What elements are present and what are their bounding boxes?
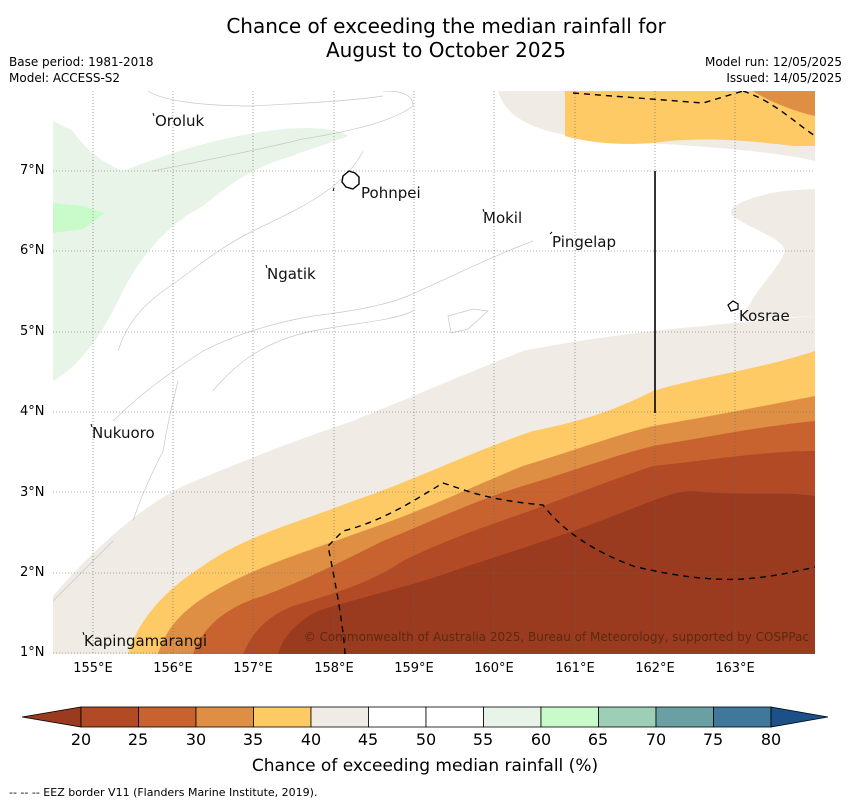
lon-label-156e: 156°E [153, 661, 193, 676]
colorbar-segment [138, 706, 197, 728]
title-line-1: Chance of exceeding the median rainfall … [226, 14, 666, 38]
nukuoro-atoll [90, 423, 93, 428]
colorbar-tick: 50 [415, 730, 437, 749]
band-55-60 [53, 121, 348, 381]
colorbar-segment [425, 706, 484, 728]
colorbar-tick: 75 [702, 730, 724, 749]
colorbar-tick: 45 [357, 730, 379, 749]
lon-label-162e: 162°E [635, 661, 675, 676]
lat-label-3n: 3°N [20, 485, 45, 500]
colorbar-tick: 70 [645, 730, 667, 749]
colorbar-tick: 80 [760, 730, 782, 749]
lon-label-158e: 158°E [314, 661, 354, 676]
label-pingelap: Pingelap [552, 233, 616, 251]
lat-label-2n: 2°N [20, 565, 45, 580]
label-oroluk: Oroluk [155, 112, 204, 130]
colorbar-segment [598, 706, 657, 728]
colorbar-segment [195, 706, 254, 728]
colorbar-label: Chance of exceeding median rainfall (%) [251, 756, 599, 776]
kapingamarangi-atoll [82, 631, 85, 636]
chart-title: Chance of exceeding the median rainfall … [0, 14, 850, 62]
copyright-notice: © Commonwealth of Australia 2025, Bureau… [303, 630, 809, 644]
lat-label-7n: 7°N [20, 163, 45, 178]
lon-label-161e: 161°E [555, 661, 595, 676]
pingelap-atoll [549, 231, 553, 235]
colorbar-segment [368, 706, 427, 728]
colorbar-segment [483, 706, 542, 728]
colorbar-segment [310, 706, 369, 728]
label-pohnpei: Pohnpei [361, 184, 421, 202]
label-kosrae: Kosrae [739, 307, 790, 325]
colorbar-segment [253, 706, 312, 728]
eez-border [327, 91, 815, 654]
band-30-35-ne [753, 91, 815, 116]
contour-lines [53, 91, 534, 602]
title-line-2: August to October 2025 [325, 38, 567, 62]
colorbar-tick: 60 [530, 730, 552, 749]
colorbar [22, 706, 828, 728]
model-run: Model run: 12/05/2025 [704, 55, 842, 69]
issued-date: Issued: 14/05/2025 [726, 71, 842, 85]
model-name: Model: ACCESS-S2 [9, 71, 121, 85]
map-panel: Oroluk Pohnpei Mokil Pingelap Ngatik Kos… [53, 91, 815, 654]
colorbar-tick: 25 [127, 730, 149, 749]
colorbar-segment [540, 706, 599, 728]
lat-label-1n: 1°N [20, 645, 45, 660]
pohnpei-island [341, 170, 360, 190]
colorbar-segment [655, 706, 714, 728]
base-period: Base period: 1981-2018 [9, 55, 154, 69]
lat-label-6n: 6°N [20, 243, 45, 258]
lat-label-5n: 5°N [20, 324, 45, 339]
band-below-20 [278, 491, 815, 654]
ngatik-atoll [265, 264, 268, 269]
colorbar-tick: 55 [472, 730, 494, 749]
lon-label-160e: 160°E [474, 661, 514, 676]
colorbar-segment [713, 706, 772, 728]
colorbar-extend-low [22, 706, 82, 728]
lat-label-4n: 4°N [20, 404, 45, 419]
lon-label-157e: 157°E [233, 661, 273, 676]
eez-footnote: -- -- -- EEZ border V11 (Flanders Marine… [9, 786, 318, 799]
lon-label-159e: 159°E [394, 661, 434, 676]
mokil-atoll [482, 208, 485, 213]
label-nukuoro: Nukuoro [92, 424, 155, 442]
kosrae-island [727, 300, 739, 312]
oroluk-atoll [152, 112, 155, 117]
map-svg: Oroluk Pohnpei Mokil Pingelap Ngatik Kos… [53, 91, 815, 654]
colorbar-tick: 35 [242, 730, 264, 749]
colorbar-tick: 65 [587, 730, 609, 749]
ant-atoll [332, 187, 335, 192]
colorbar-tick: 20 [70, 730, 92, 749]
label-ngatik: Ngatik [267, 265, 316, 283]
colorbar-extend-high [770, 706, 828, 728]
colorbar-tick: 40 [300, 730, 322, 749]
label-mokil: Mokil [483, 209, 522, 227]
lon-label-163e: 163°E [715, 661, 755, 676]
meta-left: Base period: 1981-2018 Model: ACCESS-S2 [9, 54, 154, 86]
lon-label-155e: 155°E [73, 661, 113, 676]
band-60-65 [53, 203, 105, 233]
colorbar-tick: 30 [185, 730, 207, 749]
meta-right: Model run: 12/05/2025 Issued: 14/05/2025 [705, 54, 842, 86]
band-40-45-ne [498, 91, 815, 319]
band-35-40-ne [565, 91, 815, 146]
colorbar-segment [80, 706, 139, 728]
label-kapingamarangi: Kapingamarangi [84, 632, 207, 650]
